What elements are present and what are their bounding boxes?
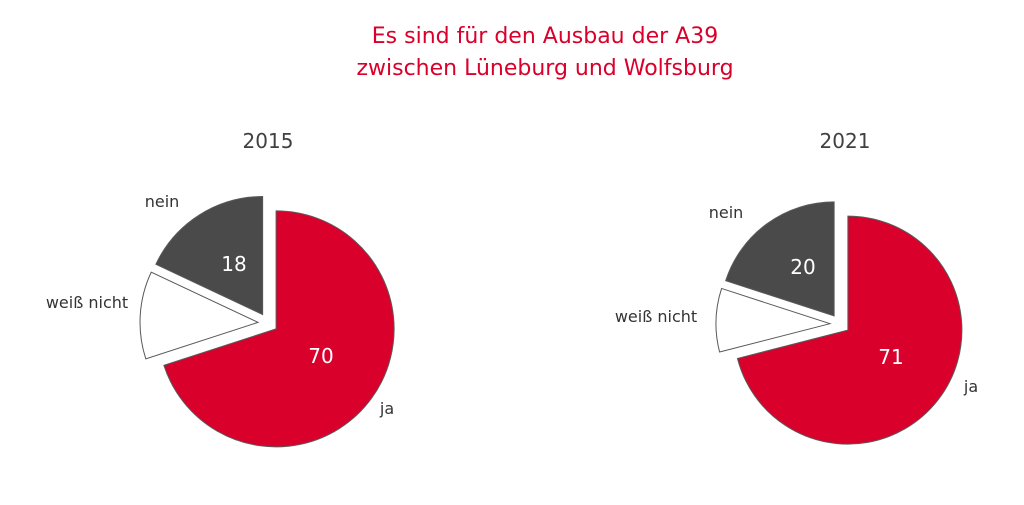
category-label-ja-2021: ja [963,377,978,396]
category-label-nein-2021: nein [709,203,744,222]
pie-2021 [715,201,963,445]
data-label-nein-2021: 20 [790,255,815,279]
pie-slice-weiss-nicht-2021 [715,287,832,353]
pie-slice-ja-2015 [163,210,395,448]
category-label-nein-2015: nein [145,192,180,211]
category-label-weiss-nicht-2021: weiß nicht [615,307,697,326]
data-label-ja-2015: 70 [308,344,333,368]
pie-slice-nein-2015 [155,196,264,316]
pie-slice-weiss-nicht-2015 [139,271,260,360]
pie-2015 [139,196,395,448]
data-label-ja-2021: 71 [878,345,903,369]
category-label-weiss-nicht-2015: weiß nicht [46,293,128,312]
data-label-nein-2015: 18 [221,252,246,276]
pie-title-2015: 2015 [243,129,294,153]
pie-title-2021: 2021 [820,129,871,153]
chart-title-line2: zwischen Lüneburg und Wolfsburg [356,56,733,81]
chart-title-line1: Es sind für den Ausbau der A39 [372,24,718,49]
pie-slice-ja-2021 [736,215,963,445]
pie-slice-nein-2021 [725,201,835,317]
category-label-ja-2015: ja [379,399,394,418]
